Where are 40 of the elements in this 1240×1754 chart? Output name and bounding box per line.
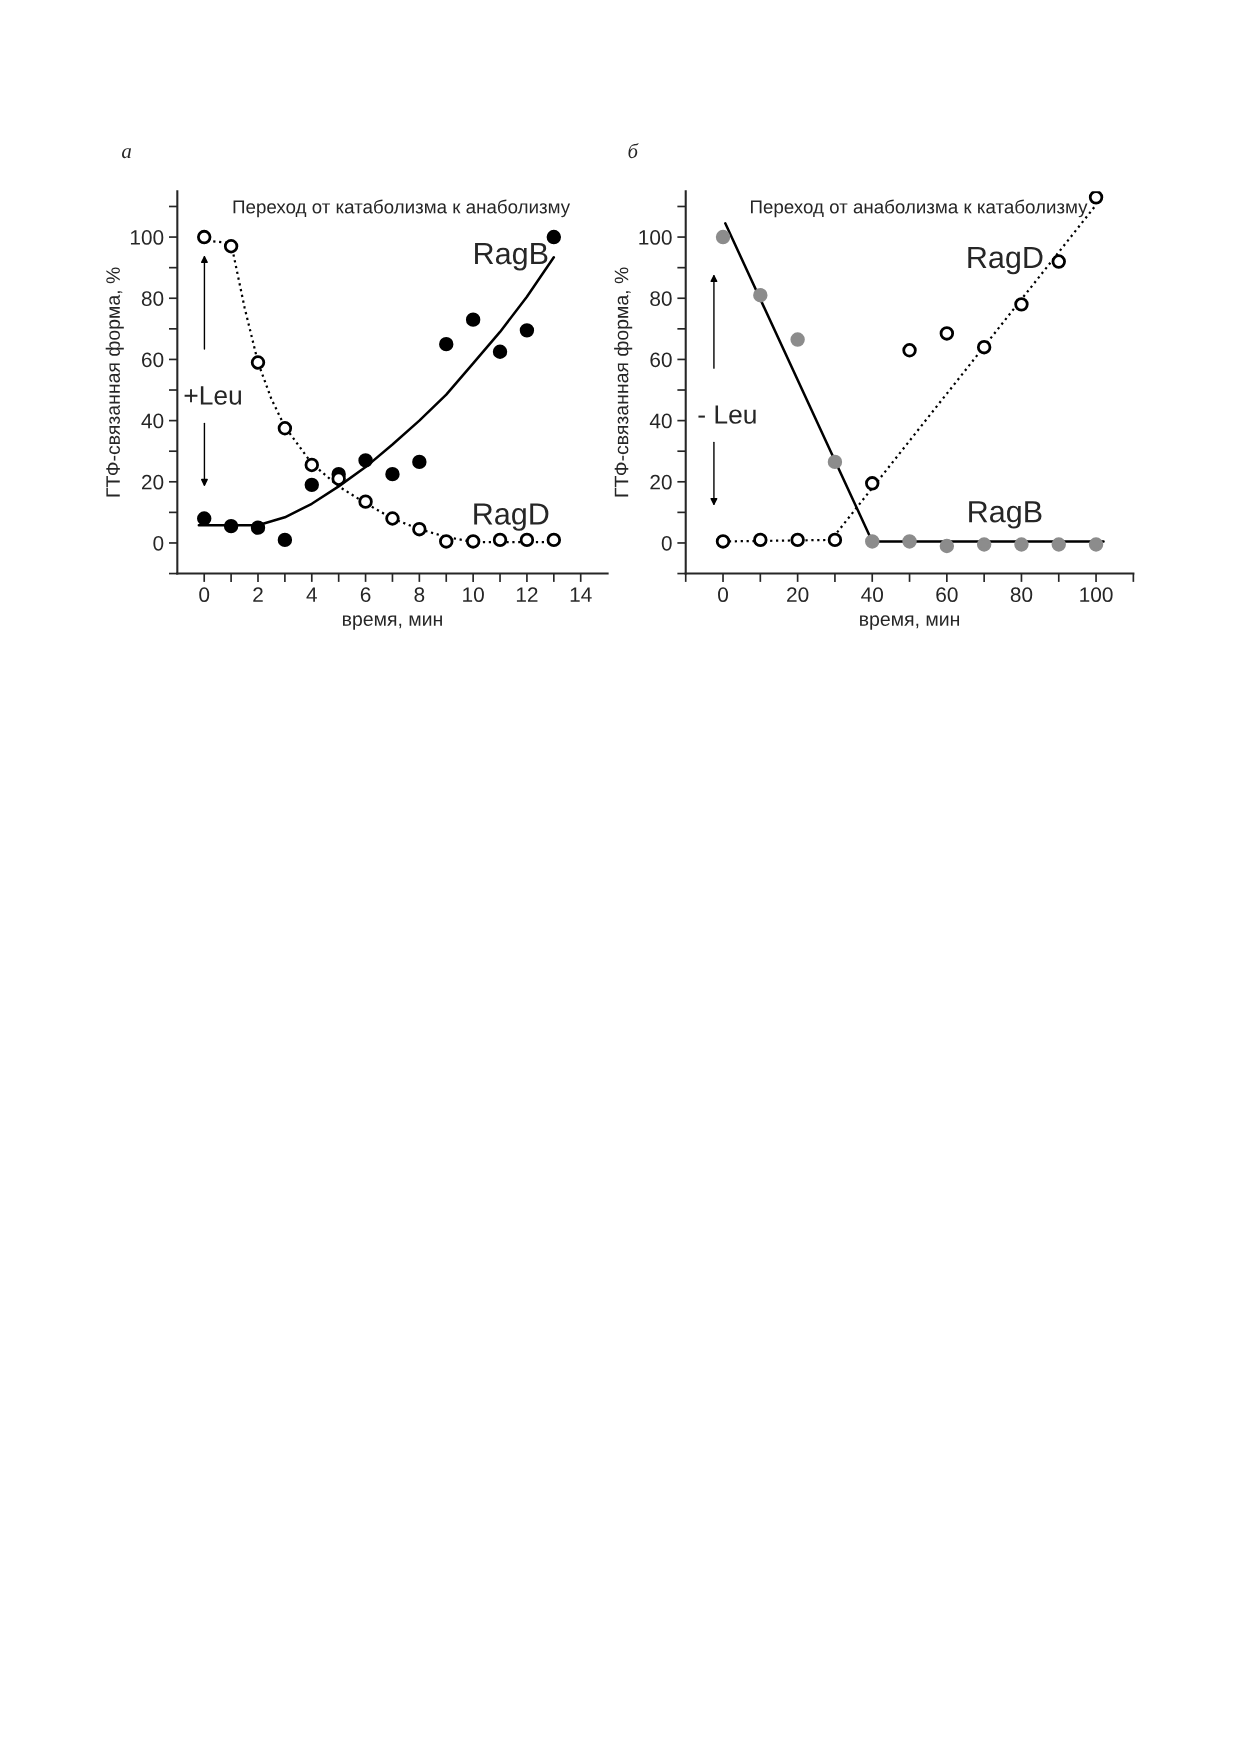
x-tick-label: 40 [861, 587, 884, 603]
annotation: +Leu [184, 386, 241, 405]
x-tick-label: 80 [1010, 587, 1033, 603]
chart-title: Переход от анаболизма к катаболизму [751, 199, 1088, 218]
x-tick-label: 8 [414, 587, 425, 603]
x-tick-label: 60 [936, 587, 958, 603]
y-tick-label: 60 [650, 352, 672, 368]
y-tick-label: 0 [661, 535, 672, 551]
y-tick-label: 80 [141, 291, 164, 306]
y-tick-label: 20 [142, 474, 164, 490]
y-tick-label: 20 [650, 474, 672, 490]
x-axis-title: время, мин [343, 615, 442, 630]
chart-subtitle: б [628, 143, 639, 159]
y-tick-label: 60 [142, 352, 164, 368]
x-tick-label: 0 [718, 587, 728, 603]
y-tick-label: 40 [141, 413, 164, 429]
annotation: RagB [475, 243, 548, 271]
x-tick-label: 14 [570, 587, 592, 602]
x-tick-label: 4 [306, 587, 317, 602]
x-tick-label: 20 [787, 587, 809, 603]
x-axis-title: время, мин [860, 615, 960, 630]
x-tick-label: 0 [199, 587, 210, 603]
x-tick-label: 10 [463, 587, 484, 603]
x-tick-label: 6 [360, 587, 371, 603]
chart-title: Переход от катаболизма к анаболизму [233, 199, 571, 218]
x-tick-label: 100 [1080, 587, 1113, 603]
y-axis-title: ГТФ-связанная форма, % [614, 267, 633, 497]
annotation: RagB [969, 501, 1042, 529]
y-tick-label: 100 [130, 230, 164, 245]
annotation: - Leu [698, 405, 756, 424]
chart-subtitle: а [122, 148, 132, 159]
y-axis-title: ГТФ-связанная форма, % [105, 267, 124, 497]
y-tick-label: 100 [639, 230, 672, 245]
annotation: RagD [474, 503, 549, 531]
y-tick-label: 80 [650, 291, 672, 306]
y-tick-label: 0 [153, 535, 164, 551]
y-tick-label: 40 [649, 413, 672, 429]
x-tick-label: 2 [253, 587, 263, 602]
annotation: RagD [968, 246, 1043, 275]
x-tick-label: 12 [516, 587, 538, 602]
